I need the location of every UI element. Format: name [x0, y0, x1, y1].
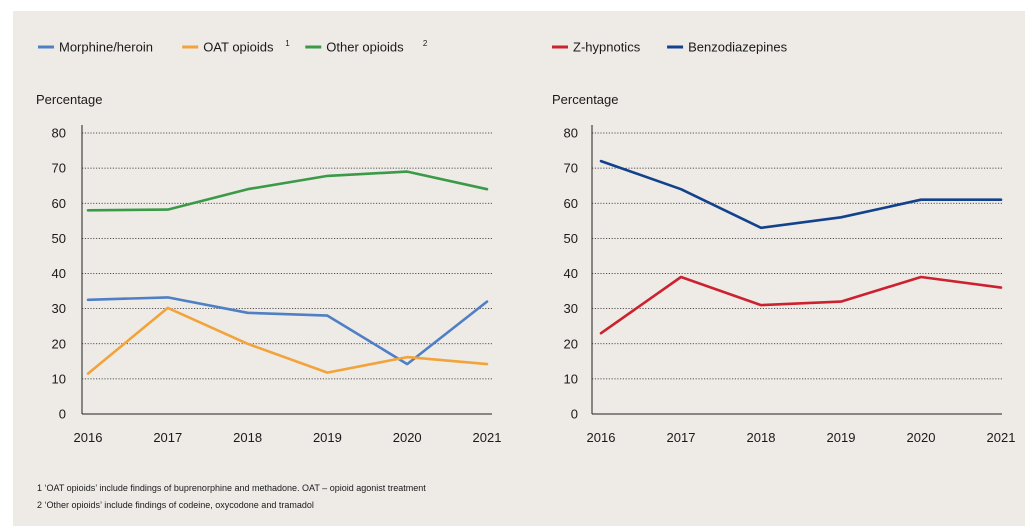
legend-label-0-2: Other opioids — [326, 40, 404, 55]
legend-label-1-0: Z-hypnotics — [573, 40, 641, 55]
x-tick-0-2020: 2020 — [393, 430, 422, 445]
x-tick-1-2021: 2021 — [987, 430, 1016, 445]
legend-label-1-1: Benzodiazepines — [688, 40, 788, 55]
y-tick-0-30: 30 — [52, 301, 66, 316]
legend-label-0-0: Morphine/heroin — [59, 40, 153, 55]
y-tick-0-10: 10 — [52, 371, 66, 386]
series-line-morphine-heroin — [86, 296, 489, 366]
x-tick-0-2021: 2021 — [473, 430, 502, 445]
chart-panel — [13, 11, 1025, 526]
y-tick-1-30: 30 — [564, 301, 578, 316]
y-tick-1-70: 70 — [564, 161, 578, 176]
footnote-1: 1 ‘OAT opioids’ include findings of bupr… — [37, 483, 426, 493]
x-tick-0-2016: 2016 — [74, 430, 103, 445]
y-tick-1-80: 80 — [564, 126, 578, 141]
y-tick-1-0: 0 — [571, 407, 578, 422]
legend-label-0-1: OAT opioids — [203, 40, 274, 55]
series-line-benzodiazepines — [599, 159, 1003, 230]
y-tick-1-20: 20 — [564, 336, 578, 351]
x-tick-1-2018: 2018 — [747, 430, 776, 445]
y-axis-label-0: Percentage — [36, 92, 103, 107]
series-line-z-hypnotics — [599, 275, 1003, 335]
x-tick-1-2020: 2020 — [907, 430, 936, 445]
y-axis-label-1: Percentage — [552, 92, 619, 107]
x-tick-0-2018: 2018 — [233, 430, 262, 445]
legend-sup-0-1: 1 — [285, 39, 290, 48]
y-tick-0-40: 40 — [52, 266, 66, 281]
legend-sup-0-2: 2 — [423, 39, 428, 48]
y-tick-1-10: 10 — [564, 371, 578, 386]
x-tick-0-2017: 2017 — [153, 430, 182, 445]
y-tick-0-60: 60 — [52, 196, 66, 211]
x-tick-1-2017: 2017 — [667, 430, 696, 445]
y-tick-0-80: 80 — [52, 126, 66, 141]
series-line-other-opioids — [86, 170, 489, 212]
y-tick-1-60: 60 — [564, 196, 578, 211]
y-tick-1-50: 50 — [564, 231, 578, 246]
x-tick-1-2019: 2019 — [827, 430, 856, 445]
footnote-2: 2 ‘Other opioids’ include findings of co… — [37, 500, 314, 510]
y-tick-0-70: 70 — [52, 161, 66, 176]
x-tick-0-2019: 2019 — [313, 430, 342, 445]
series-line-oat-opioids — [86, 306, 489, 375]
y-tick-0-0: 0 — [59, 407, 66, 422]
x-tick-1-2016: 2016 — [587, 430, 616, 445]
y-tick-1-40: 40 — [564, 266, 578, 281]
y-tick-0-50: 50 — [52, 231, 66, 246]
y-tick-0-20: 20 — [52, 336, 66, 351]
